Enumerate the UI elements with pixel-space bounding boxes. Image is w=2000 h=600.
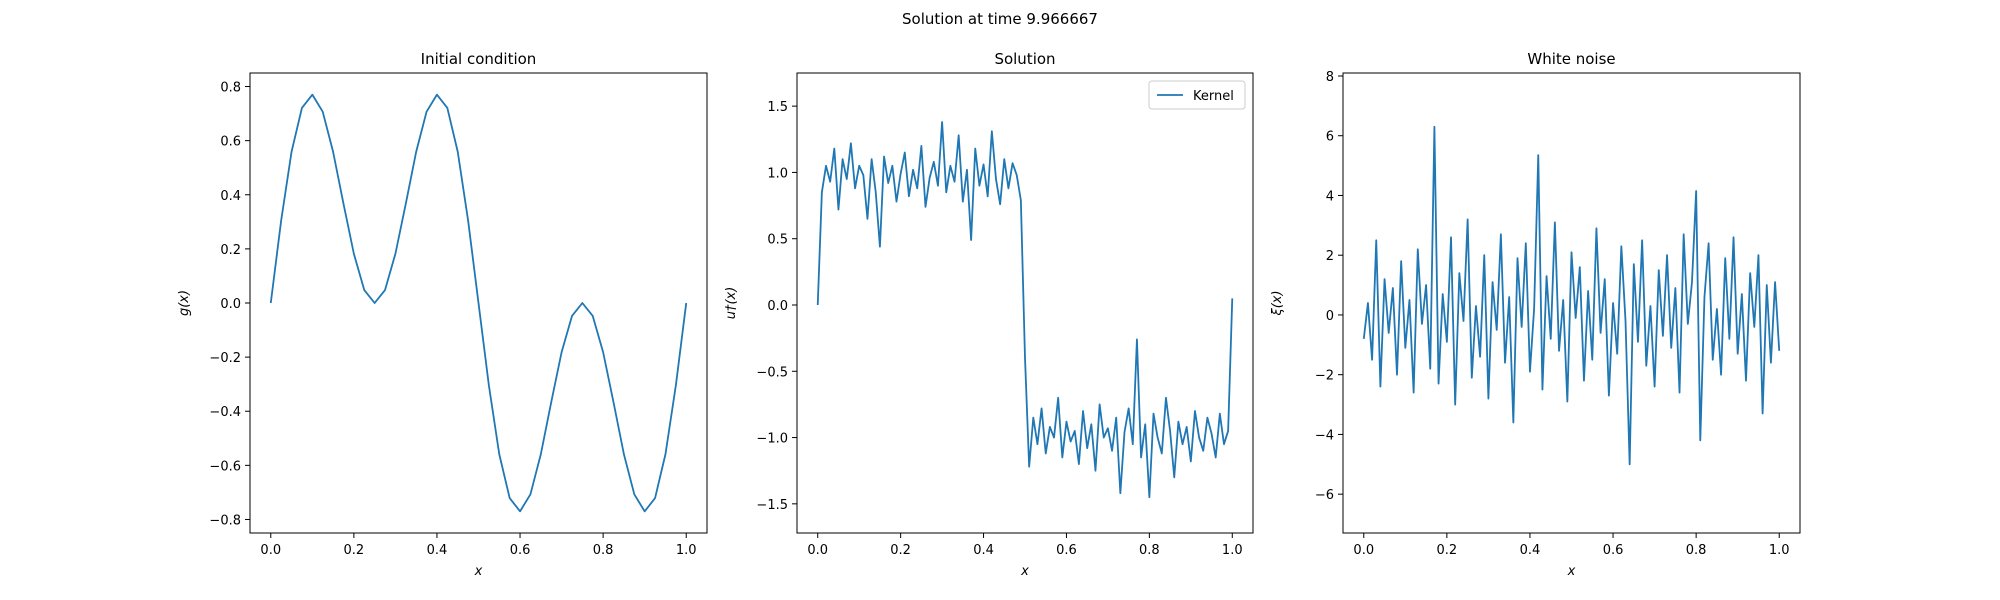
x-tick-label: 0.6 <box>510 543 531 558</box>
y-tick-label: −2 <box>1315 369 1334 384</box>
y-tick-label: 0.4 <box>220 189 241 204</box>
x-tick-label: 0.0 <box>1353 543 1374 558</box>
y-tick-label: 1.0 <box>767 166 788 181</box>
x-tick-label: 1.0 <box>1222 543 1243 558</box>
y-tick-label: 4 <box>1326 189 1334 204</box>
y-tick-label: −0.8 <box>209 513 241 528</box>
axes-frame <box>1342 72 1801 534</box>
y-axis-label: g(x) <box>177 290 192 316</box>
x-tick-label: 0.4 <box>1520 543 1541 558</box>
y-tick-label: −6 <box>1315 488 1334 503</box>
legend-label: Kernel <box>1193 89 1234 104</box>
x-tick-label: 0.8 <box>1139 543 1160 558</box>
x-tick-label: 0.6 <box>1603 543 1624 558</box>
y-tick-label: −1.5 <box>756 498 788 513</box>
data-line <box>1362 125 1781 466</box>
x-tick-label: 1.0 <box>1769 543 1790 558</box>
x-tick-label: 0.2 <box>890 543 911 558</box>
y-tick-label: 0 <box>1326 309 1334 324</box>
y-tick-label: −0.4 <box>209 405 241 420</box>
y-tick-label: 1.5 <box>767 100 788 115</box>
y-tick-label: 8 <box>1326 70 1334 85</box>
y-axis-label: ξ(x) <box>1270 290 1285 316</box>
x-axis-label: x <box>474 564 483 579</box>
chart-title: Initial condition <box>421 50 537 68</box>
y-tick-label: 0.6 <box>220 135 241 150</box>
x-tick-label: 0.2 <box>344 543 365 558</box>
y-tick-label: 0.8 <box>220 81 241 96</box>
data-line <box>816 121 1234 499</box>
x-tick-label: 0.4 <box>973 543 994 558</box>
x-tick-label: 1.0 <box>676 543 697 558</box>
data-line <box>269 93 688 513</box>
y-tick-label: 6 <box>1326 130 1334 145</box>
axes-frame <box>796 72 1254 534</box>
figure-title: Solution at time 9.966667 <box>902 10 1098 28</box>
y-tick-label: 0.0 <box>220 297 241 312</box>
x-tick-label: 0.8 <box>593 543 614 558</box>
y-tick-label: −4 <box>1315 428 1334 443</box>
chart-title: White noise <box>1527 50 1615 68</box>
x-tick-label: 0.2 <box>1437 543 1458 558</box>
y-tick-label: −0.5 <box>756 365 788 380</box>
y-tick-label: 0.5 <box>767 233 788 248</box>
y-tick-label: 0.2 <box>220 243 241 258</box>
y-tick-label: −0.2 <box>209 351 241 366</box>
chart-title: Solution <box>994 50 1055 68</box>
y-tick-label: −1.0 <box>756 432 788 447</box>
x-tick-label: 0.8 <box>1686 543 1707 558</box>
x-tick-label: 0.0 <box>807 543 828 558</box>
x-axis-label: x <box>1567 564 1576 579</box>
y-tick-label: 2 <box>1326 249 1334 264</box>
legend-box <box>1148 80 1246 110</box>
x-tick-label: 0.4 <box>427 543 448 558</box>
x-tick-label: 0.0 <box>260 543 281 558</box>
x-tick-label: 0.6 <box>1056 543 1077 558</box>
axes-frame <box>249 72 708 534</box>
y-tick-label: −0.6 <box>209 459 241 474</box>
y-tick-label: 0.0 <box>767 299 788 314</box>
y-axis-label: u†(x) <box>724 287 739 320</box>
x-axis-label: x <box>1020 564 1029 579</box>
